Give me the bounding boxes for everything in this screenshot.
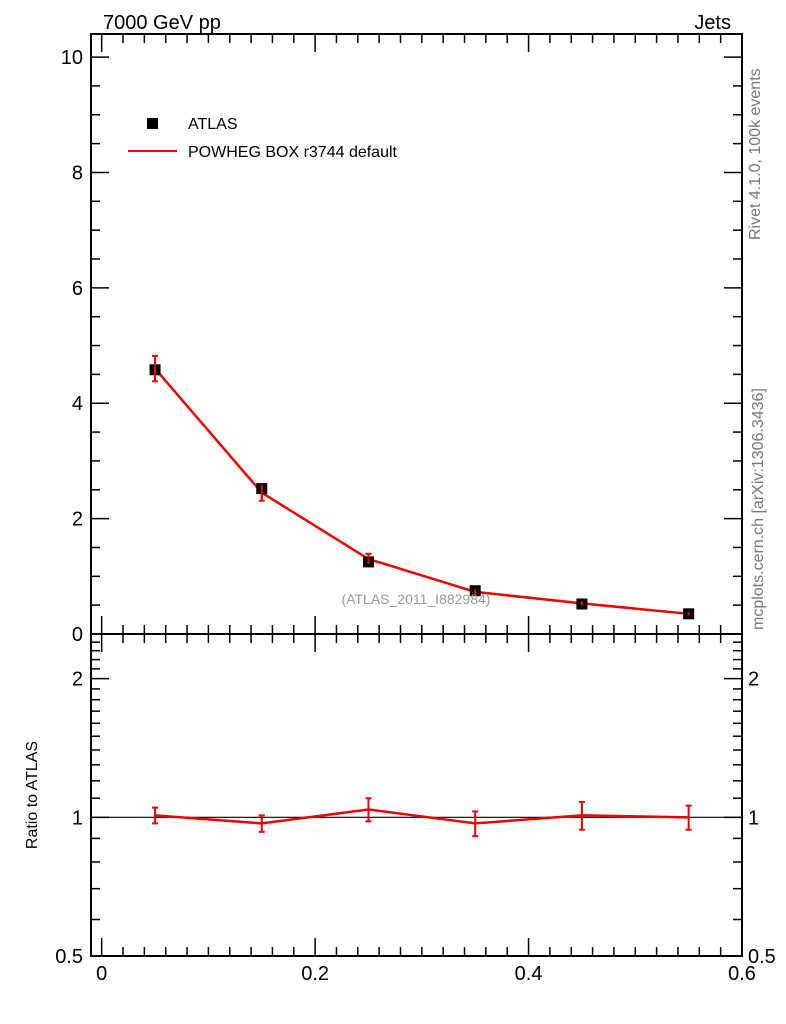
data-marks bbox=[91, 354, 742, 838]
x-tick-label: 0.4 bbox=[515, 963, 543, 985]
x-tick-label: 0.2 bbox=[301, 963, 329, 985]
main-y-tick-label: 0 bbox=[72, 624, 83, 646]
ratio-y-tick-label-right: 2 bbox=[748, 669, 759, 691]
ratio-y-tick-label-right: 0.5 bbox=[748, 946, 776, 968]
ratio-y-tick-label: 0.5 bbox=[55, 946, 83, 968]
legend-data-marker bbox=[147, 118, 158, 129]
mcplots-reference-label: mcplots.cern.ch [arXiv:1306.3436] bbox=[750, 388, 767, 630]
ratio-y-tick-label: 2 bbox=[72, 669, 83, 691]
x-tick-label: 0 bbox=[96, 963, 107, 985]
main-y-tick-label: 8 bbox=[72, 162, 83, 184]
analysis-watermark: (ATLAS_2011_I882984) bbox=[342, 591, 491, 607]
x-tick-label: 0.6 bbox=[728, 963, 756, 985]
ratio-plot-frame bbox=[90, 633, 743, 957]
ratio-y-axis-label: Ratio to ATLAS bbox=[24, 741, 41, 849]
process-label: Jets bbox=[694, 12, 731, 34]
rivet-version-label: Rivet 4.1.0, 100k events bbox=[747, 68, 764, 240]
collision-label: 7000 GeV pp bbox=[103, 12, 221, 34]
mc-series-line bbox=[154, 367, 689, 616]
main-y-tick-label: 2 bbox=[72, 509, 83, 531]
legend-data-label: ATLAS bbox=[188, 116, 238, 133]
legend: ATLAS POWHEG BOX r3744 default bbox=[128, 116, 398, 161]
main-y-tick-label: 10 bbox=[61, 47, 83, 69]
legend-mc-label: POWHEG BOX r3744 default bbox=[188, 144, 398, 161]
ratio-series-line bbox=[154, 808, 689, 825]
ratio-y-tick-label-right: 1 bbox=[748, 807, 759, 829]
main-y-tick-label: 4 bbox=[72, 393, 83, 415]
axis-ticks bbox=[91, 34, 743, 957]
plot-frames bbox=[90, 33, 743, 957]
main-y-tick-label: 6 bbox=[72, 278, 83, 300]
ratio-y-tick-label: 1 bbox=[72, 807, 83, 829]
